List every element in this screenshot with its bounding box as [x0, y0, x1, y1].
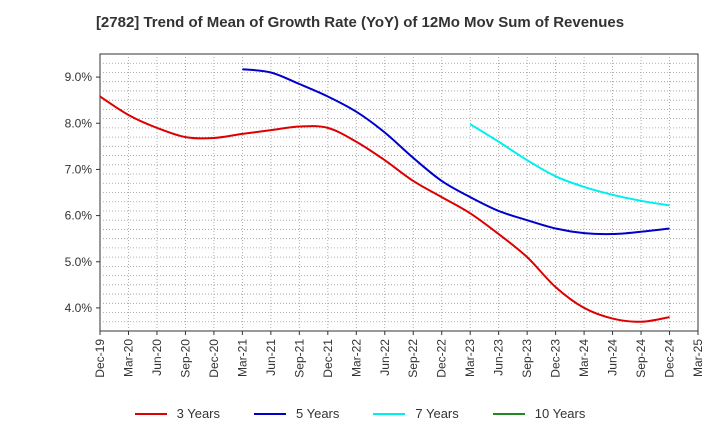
series-line-5-years	[242, 68, 670, 236]
legend-item-5-years: 5 Years	[254, 406, 339, 421]
series-lines	[99, 68, 670, 323]
y-tick-label: 7.0%	[65, 162, 93, 176]
legend-label: 3 Years	[176, 406, 220, 421]
x-tick-label: Dec-22	[435, 339, 449, 378]
x-tick-label: Dec-19	[93, 339, 107, 378]
x-tick-label: Dec-24	[663, 339, 677, 378]
x-tick-label: Sep-20	[178, 339, 192, 378]
series-line-7-years	[469, 123, 670, 207]
grid-lines	[100, 54, 698, 331]
legend-swatch	[492, 412, 525, 415]
y-tick-label: 6.0%	[65, 209, 93, 223]
legend-swatch	[373, 412, 406, 415]
x-tick-label: Jun-22	[378, 339, 392, 376]
legend-item-7-years: 7 Years	[373, 406, 459, 421]
x-tick-label: Jun-21	[264, 339, 278, 376]
x-axis-ticks: Dec-19 Mar-20 Jun-20 Sep-20 Dec-20 Mar-21 Jun-…	[93, 331, 705, 378]
x-tick-label: Mar-24	[577, 339, 591, 377]
x-tick-label: Sep-23	[520, 339, 534, 378]
chart-title: [2782] Trend of Mean of Growth Rate (YoY…	[95, 14, 625, 31]
legend-item-3-years: 3 Years	[134, 406, 220, 421]
plot-area	[99, 53, 699, 332]
x-tick-label: Mar-21	[235, 339, 249, 377]
x-tick-label: Dec-21	[321, 339, 335, 378]
series-line-3-years	[99, 95, 670, 323]
legend-swatch	[254, 412, 286, 415]
x-tick-label: Mar-25	[691, 339, 705, 377]
x-tick-label: Dec-23	[549, 339, 563, 378]
x-tick-label: Dec-20	[207, 339, 221, 378]
legend-label: 7 Years	[415, 406, 459, 421]
legend: 3 Years 5 Years 7 Years 10 Years	[0, 406, 720, 421]
legend-item-10-years: 10 Years	[492, 406, 586, 421]
y-tick-label: 4.0%	[65, 301, 93, 315]
y-tick-label: 9.0%	[65, 70, 93, 84]
legend-label: 5 Years	[296, 406, 340, 421]
x-tick-label: Mar-22	[349, 339, 363, 377]
y-tick-label: 5.0%	[65, 255, 93, 269]
legend-label: 10 Years	[534, 406, 586, 421]
y-axis-ticks: 4.0% 5.0% 6.0% 7.0% 8.0% 9.0%	[65, 70, 100, 315]
x-tick-label: Mar-20	[121, 339, 135, 377]
x-tick-label: Sep-21	[292, 339, 306, 378]
x-tick-label: Jun-24	[606, 339, 620, 376]
x-tick-label: Sep-22	[406, 339, 420, 378]
legend-swatch	[134, 412, 167, 415]
x-tick-label: Jun-20	[150, 339, 164, 376]
x-tick-label: Jun-23	[492, 339, 506, 376]
y-tick-label: 8.0%	[65, 116, 93, 130]
x-tick-label: Mar-23	[463, 339, 477, 377]
x-tick-label: Sep-24	[634, 339, 648, 378]
